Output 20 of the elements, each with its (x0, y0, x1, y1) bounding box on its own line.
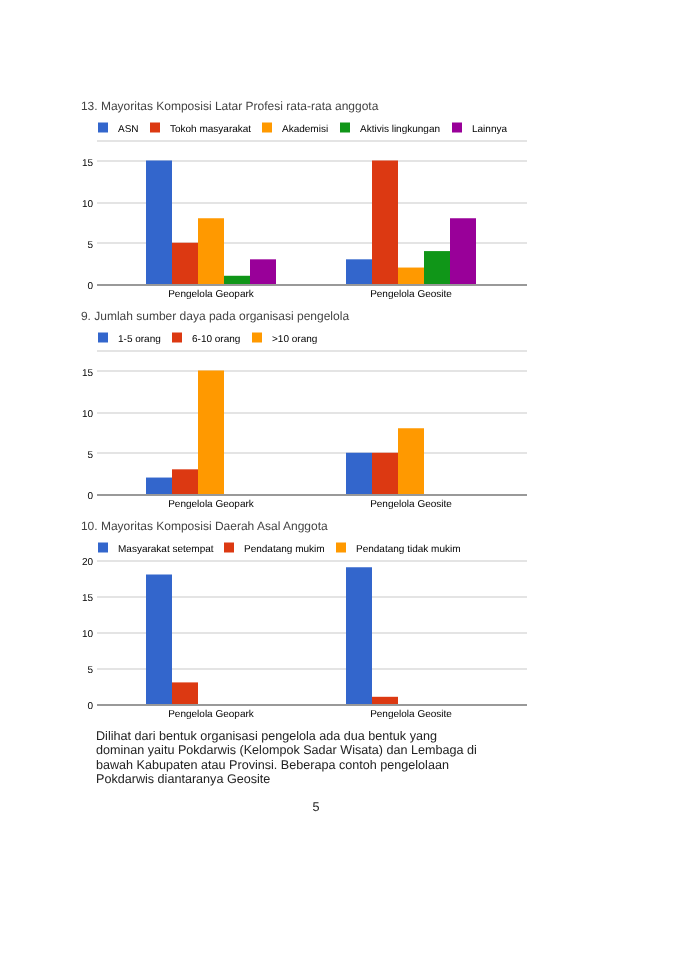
bar (398, 428, 424, 494)
bar (346, 567, 372, 704)
bar (198, 370, 224, 494)
bar (224, 275, 250, 284)
bar (372, 696, 398, 704)
bar (146, 574, 172, 704)
bar (172, 469, 198, 494)
bar (398, 267, 424, 284)
bar (346, 259, 372, 284)
bar (198, 218, 224, 284)
bar (250, 259, 276, 284)
bar (346, 452, 372, 494)
bar (146, 477, 172, 494)
bar (146, 160, 172, 284)
bar (172, 242, 198, 284)
bar (372, 160, 398, 284)
bar (172, 682, 198, 704)
bar (450, 218, 476, 284)
bar (372, 452, 398, 494)
bar (424, 251, 450, 284)
